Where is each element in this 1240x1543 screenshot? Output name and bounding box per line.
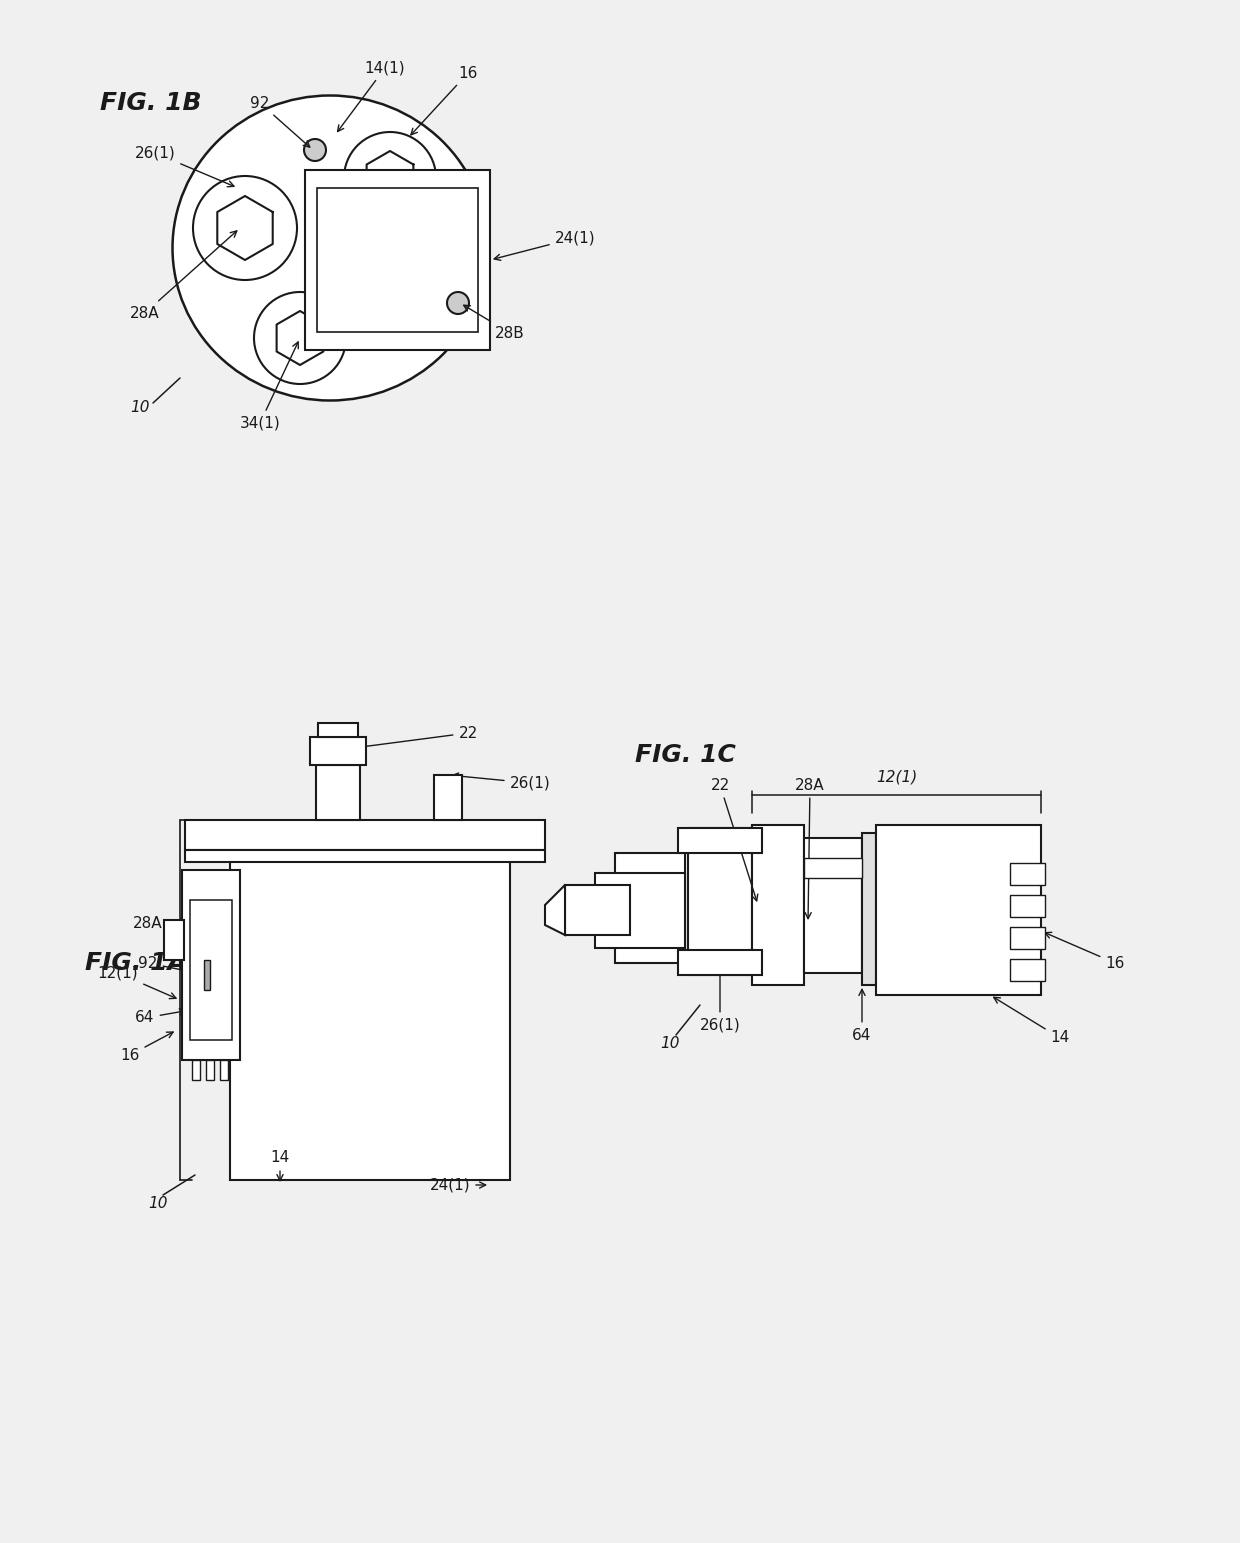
Text: 92: 92 [250,96,310,147]
Text: 16: 16 [410,65,477,134]
Text: 10: 10 [148,1196,167,1211]
Bar [190,900,232,1040]
Text: 28A: 28A [133,915,187,930]
Polygon shape [546,886,565,935]
Bar [317,724,358,738]
Bar [1011,895,1045,917]
Text: 28A: 28A [795,778,825,918]
Text: 10: 10 [130,401,150,415]
Text: 64: 64 [852,989,872,1043]
Bar [310,738,366,765]
Text: 10: 10 [660,1035,680,1051]
Bar [434,775,463,819]
Bar [1011,960,1045,981]
Bar [688,829,751,975]
Text: 14(1): 14(1) [337,60,405,131]
Text: 14: 14 [993,997,1070,1046]
Circle shape [446,292,469,313]
Bar [317,188,477,332]
Bar [615,853,684,963]
Bar [1011,863,1045,886]
Text: 12(1): 12(1) [877,770,918,784]
Text: 28A: 28A [130,231,237,321]
Bar [595,873,684,947]
Ellipse shape [172,96,487,401]
Bar [875,826,1042,995]
Bar [164,920,184,960]
Bar [316,765,360,819]
Text: 92: 92 [139,955,203,975]
Bar [678,950,763,975]
Text: 24(1): 24(1) [495,230,595,261]
Bar [804,858,862,878]
Bar [1011,927,1045,949]
Bar [305,170,490,350]
Bar [804,838,862,974]
Text: FIG. 1C: FIG. 1C [635,744,735,767]
Bar [565,886,630,935]
Text: 16: 16 [120,1032,174,1063]
Text: 26(1): 26(1) [453,773,551,790]
Bar [678,829,763,853]
Text: 34(1): 34(1) [239,343,299,430]
Bar [185,819,546,850]
Text: 64: 64 [135,1009,186,1026]
Bar [229,830,510,1180]
Text: 22: 22 [342,725,477,751]
Bar [185,850,546,863]
Bar [182,870,241,1060]
Text: 26(1): 26(1) [135,145,234,187]
Bar [205,960,210,991]
Circle shape [304,139,326,160]
Text: 16: 16 [1045,932,1125,971]
Text: FIG. 1B: FIG. 1B [100,91,201,116]
Bar [206,1060,215,1080]
Text: 14: 14 [270,1151,290,1180]
Text: FIG. 1A: FIG. 1A [86,950,187,975]
Bar [862,833,875,984]
Text: 26(1): 26(1) [699,969,740,1032]
Bar [219,1060,228,1080]
Bar [751,826,804,984]
Text: 24(1): 24(1) [430,1177,486,1193]
Text: 28B: 28B [464,306,525,341]
Text: 12(1): 12(1) [98,966,176,998]
Text: 22: 22 [711,778,758,901]
Bar [192,1060,200,1080]
